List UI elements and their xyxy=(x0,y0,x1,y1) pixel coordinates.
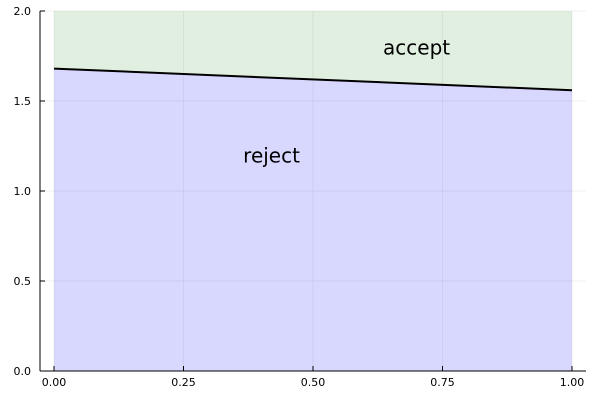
grid-overlay xyxy=(40,10,586,372)
x-tick-label: 0.50 xyxy=(301,376,326,389)
y-tick-label: 0.0 xyxy=(14,365,32,378)
x-tick-label: 0.75 xyxy=(430,376,455,389)
y-tick-label: 2.0 xyxy=(14,5,32,18)
y-tick-label: 1.5 xyxy=(14,95,32,108)
accept-region-label: accept xyxy=(383,35,450,59)
y-tick-label: 0.5 xyxy=(14,275,32,288)
x-ticks: 0.00 0.25 0.50 0.75 1.00 xyxy=(42,366,585,389)
reject-region xyxy=(54,68,572,371)
y-ticks: 0.0 0.5 1.0 1.5 2.0 xyxy=(14,5,45,378)
x-tick-label: 0.00 xyxy=(42,376,67,389)
decision-boundary-line xyxy=(53,67,573,92)
x-tick-label: 1.00 xyxy=(560,376,585,389)
x-tick-label: 0.25 xyxy=(171,376,196,389)
reject-region-label: reject xyxy=(243,143,300,167)
y-tick-label: 1.0 xyxy=(14,185,32,198)
accept-region xyxy=(54,11,572,91)
regions xyxy=(54,11,572,371)
